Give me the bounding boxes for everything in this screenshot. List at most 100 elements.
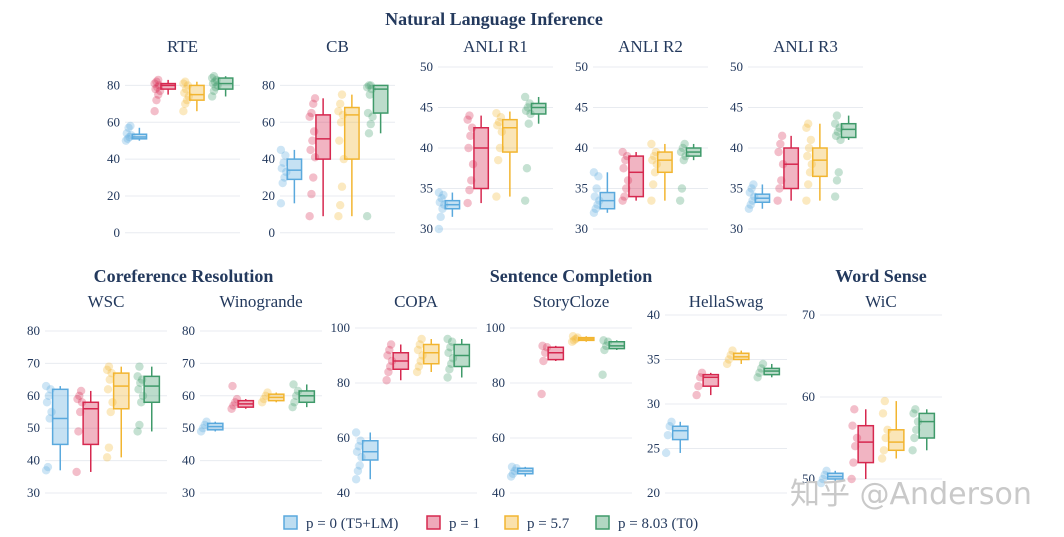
panel-title: WSC xyxy=(88,292,125,311)
data-point xyxy=(445,365,454,374)
data-point xyxy=(231,398,240,407)
data-point xyxy=(417,334,426,344)
data-point xyxy=(102,453,112,462)
data-point xyxy=(152,77,161,86)
data-point xyxy=(308,136,317,145)
y-tick-label: 80 xyxy=(262,77,275,92)
data-point xyxy=(847,474,856,484)
y-tick-label: 40 xyxy=(337,485,350,500)
y-tick-label: 40 xyxy=(27,453,40,468)
y-tick-label: 60 xyxy=(107,114,120,129)
data-point xyxy=(207,92,217,101)
data-point xyxy=(877,454,887,463)
legend-swatch xyxy=(504,515,519,530)
data-point xyxy=(595,196,604,205)
legend-swatch xyxy=(283,515,298,530)
data-point xyxy=(180,77,190,86)
data-point xyxy=(647,196,656,205)
data-point xyxy=(383,351,392,360)
data-point xyxy=(210,77,220,86)
group-title: Coreference Resolution xyxy=(94,266,274,286)
data-point xyxy=(621,155,630,165)
data-point xyxy=(384,367,393,377)
data-point xyxy=(880,396,890,406)
data-point xyxy=(74,427,83,436)
data-point xyxy=(227,404,236,413)
data-point xyxy=(881,433,890,443)
data-point xyxy=(849,458,858,467)
data-point xyxy=(776,139,785,149)
box xyxy=(160,82,177,90)
y-tick-label: 80 xyxy=(27,323,40,338)
data-point xyxy=(883,425,892,434)
data-point xyxy=(443,334,452,344)
box xyxy=(361,440,379,461)
data-point xyxy=(912,425,921,434)
box xyxy=(286,158,303,181)
data-point xyxy=(675,196,685,205)
data-point xyxy=(851,442,860,451)
data-point xyxy=(306,145,315,155)
box xyxy=(422,343,440,365)
watermark-text: 知乎 @Anderson xyxy=(790,477,1032,512)
data-point xyxy=(468,160,478,169)
data-point xyxy=(524,119,533,128)
data-point xyxy=(520,196,530,205)
data-point xyxy=(76,386,86,396)
y-tick-label: 40 xyxy=(182,453,195,468)
data-point xyxy=(136,378,145,388)
data-point xyxy=(150,107,159,116)
data-point xyxy=(818,474,828,484)
data-point xyxy=(879,446,889,455)
data-point xyxy=(257,398,267,407)
data-point xyxy=(292,391,301,400)
data-point xyxy=(692,390,701,400)
data-point xyxy=(353,466,363,476)
data-point xyxy=(589,168,599,177)
y-tick-label: 35 xyxy=(647,352,660,367)
data-point xyxy=(677,184,687,193)
data-point xyxy=(103,385,113,394)
data-point xyxy=(228,381,237,391)
data-point xyxy=(385,345,394,355)
box xyxy=(188,84,205,101)
data-point xyxy=(364,129,374,138)
y-tick-label: 50 xyxy=(575,59,588,74)
data-point xyxy=(522,164,532,173)
data-point xyxy=(45,414,54,423)
y-tick-label: 80 xyxy=(492,375,505,390)
data-point xyxy=(618,147,627,157)
data-point xyxy=(663,430,673,440)
data-point xyxy=(279,158,288,167)
data-point xyxy=(680,139,689,149)
data-point xyxy=(122,129,131,138)
data-point xyxy=(492,192,501,201)
data-point xyxy=(414,362,424,371)
data-point xyxy=(310,94,320,103)
y-tick-label: 30 xyxy=(647,396,660,411)
data-point xyxy=(506,472,516,481)
data-point xyxy=(208,79,218,88)
data-point xyxy=(41,466,51,475)
data-point xyxy=(831,131,841,141)
box xyxy=(51,388,69,446)
y-tick-label: 60 xyxy=(27,388,40,403)
box xyxy=(702,373,720,387)
data-point xyxy=(72,467,81,477)
data-point xyxy=(803,151,812,161)
data-point xyxy=(276,199,286,208)
data-point xyxy=(757,364,766,373)
data-point xyxy=(135,362,144,371)
data-point xyxy=(355,461,364,470)
y-tick-label: 40 xyxy=(730,140,743,155)
data-point xyxy=(820,470,829,480)
data-point xyxy=(336,118,346,127)
data-point xyxy=(649,151,659,161)
data-point xyxy=(124,123,133,132)
y-tick-label: 45 xyxy=(420,100,433,115)
data-point xyxy=(832,111,842,120)
data-point xyxy=(806,135,816,145)
data-point xyxy=(437,194,446,203)
data-point xyxy=(753,373,762,382)
data-point xyxy=(108,398,117,407)
